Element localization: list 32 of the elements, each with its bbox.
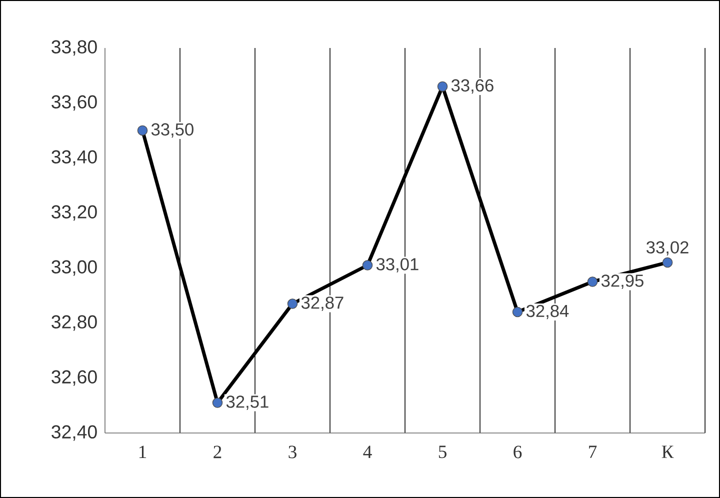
data-label: 33,02 xyxy=(646,241,688,256)
point xyxy=(212,398,223,408)
data-label: 33,50 xyxy=(151,123,194,138)
y-tick-label: 33,40 xyxy=(52,150,97,166)
y-tick-label: 33,80 xyxy=(52,40,97,56)
y-tick-label: 33,00 xyxy=(52,260,97,276)
y-tick-label: 33,60 xyxy=(52,95,97,111)
point xyxy=(362,260,373,270)
y-tick-label: 32,60 xyxy=(52,370,97,386)
x-tick-label: 7 xyxy=(589,446,597,458)
data-label: 32,51 xyxy=(226,396,268,410)
y-tick-label: 32,80 xyxy=(52,315,97,331)
point xyxy=(137,125,148,136)
data-label: 32,95 xyxy=(601,274,644,289)
point xyxy=(287,298,298,309)
x-tick-label: 6 xyxy=(514,446,522,458)
data-label: 32,84 xyxy=(526,304,569,320)
x-tick-label: 1 xyxy=(139,446,146,458)
data-label: 33,66 xyxy=(451,79,494,94)
y-tick-label: 33,20 xyxy=(52,205,97,221)
data-label: 33,01 xyxy=(376,258,418,272)
x-tick-label: 5 xyxy=(438,446,446,458)
y-tick-label: 32,40 xyxy=(52,425,97,441)
x-tick-label: 4 xyxy=(363,446,372,458)
data-label: 32,87 xyxy=(301,296,344,311)
point xyxy=(512,306,523,318)
x-tick-label: 3 xyxy=(288,446,296,458)
x-tick-label: К xyxy=(662,446,674,458)
x-tick-label: 2 xyxy=(214,446,222,458)
point xyxy=(587,276,598,287)
point xyxy=(662,257,673,268)
point xyxy=(437,81,448,92)
